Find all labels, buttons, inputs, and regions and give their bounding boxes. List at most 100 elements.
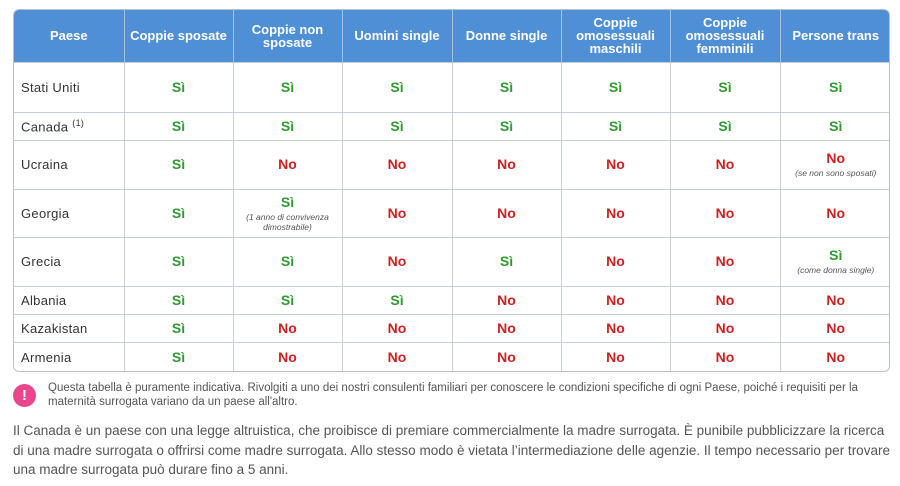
- answer-cell: Sì: [780, 111, 889, 141]
- answer-yes: Sì: [280, 193, 295, 210]
- answer-cell: No: [342, 140, 453, 190]
- country-name: Albania: [21, 292, 67, 308]
- answer-cell: No: [780, 313, 889, 343]
- answer-cell: No: [452, 342, 562, 371]
- table-row: Canada (1) Sì Sì Sì Sì Sì Sì Sì: [14, 111, 889, 141]
- country-name: Ucraina: [21, 157, 68, 173]
- answer-cell: No: [452, 140, 562, 190]
- header-cell: Uomini single: [342, 10, 453, 62]
- answer-no: No: [715, 156, 735, 173]
- answer-no: No: [497, 291, 516, 308]
- answer-cell: No: [561, 188, 671, 238]
- answer-yes: Sì: [608, 118, 623, 135]
- answer-cell: Sì: [233, 285, 343, 315]
- answer-cell: No: [342, 237, 453, 287]
- country-name: Georgia: [21, 205, 70, 221]
- header-cell: Coppie omosessuali femminili: [670, 10, 781, 62]
- table-row: Kazakistan Sì No No No No No No: [14, 313, 889, 343]
- answer-yes: Sì: [171, 253, 186, 270]
- answer-yes: Sì: [171, 118, 186, 135]
- answer-no: No: [387, 253, 407, 270]
- answer-no: No: [497, 156, 516, 173]
- table-body: Stati Uniti Sì Sì Sì Sì Sì Sì Sì Canada (1) Sì Sì S…: [14, 61, 889, 371]
- answer-cell: No: [670, 342, 781, 371]
- answer-cell: No: [780, 285, 889, 315]
- answer-cell: Sì: [124, 237, 234, 287]
- header-cell: Paese: [14, 10, 125, 62]
- answer-no: No: [826, 150, 846, 167]
- surrogacy-table: Paese Coppie sposate Coppie non sposate …: [14, 10, 889, 371]
- answer-yes: Sì: [171, 348, 186, 365]
- answer-yes: Sì: [718, 78, 732, 95]
- answer-cell: No: [561, 285, 671, 315]
- answer-cell: Sì: [342, 61, 453, 113]
- answer-note: (1 anno di convivenza dimostrabile): [246, 211, 329, 232]
- answer-no: No: [715, 204, 735, 221]
- answer-yes: Sì: [171, 204, 186, 221]
- answer-cell: No: [780, 188, 889, 238]
- answer-no: No: [606, 320, 625, 337]
- country-name: Canada: [21, 119, 69, 135]
- answer-cell: No: [561, 342, 671, 371]
- answer-cell: Sì: [452, 111, 562, 141]
- answer-no: No: [497, 204, 516, 221]
- country-name: Grecia: [21, 254, 62, 270]
- header-cell: Coppie omosessuali maschili: [561, 10, 671, 62]
- answer-no: No: [606, 253, 625, 270]
- answer-cell: No: [233, 342, 343, 371]
- answer-no: No: [497, 348, 516, 365]
- answer-cell: No: [670, 313, 781, 343]
- answer-cell: No: [561, 313, 671, 343]
- answer-cell: Sì: [670, 111, 781, 141]
- country-cell: Albania: [14, 285, 125, 315]
- disclaimer-note: ! Questa tabella è puramente indicativa.…: [13, 381, 890, 412]
- answer-yes: Sì: [829, 118, 843, 135]
- table-header-row: Paese Coppie sposate Coppie non sposate …: [14, 10, 889, 62]
- answer-cell: No: [342, 342, 453, 371]
- answer-no: No: [826, 204, 846, 221]
- surrogacy-table-container: Paese Coppie sposate Coppie non sposate …: [13, 9, 890, 372]
- answer-cell: No: [561, 140, 671, 190]
- answer-cell: No: [233, 313, 343, 343]
- country-cell: Georgia: [14, 188, 125, 238]
- answer-cell: Sì: [124, 140, 234, 190]
- answer-cell: No: [452, 188, 562, 238]
- answer-yes: Sì: [608, 78, 623, 95]
- table-row: Ucraina Sì No No No No No No (se non sono sposat…: [14, 140, 889, 190]
- answer-cell: No: [670, 285, 781, 315]
- table-row: Stati Uniti Sì Sì Sì Sì Sì Sì Sì: [14, 61, 889, 113]
- country-name: Stati Uniti: [21, 79, 80, 95]
- country-cell: Kazakistan: [14, 313, 125, 343]
- country-cell: Ucraina: [14, 140, 125, 190]
- answer-cell: Sì: [124, 61, 234, 113]
- answer-no: No: [606, 204, 625, 221]
- country-cell: Armenia: [14, 342, 125, 371]
- answer-yes: Sì: [499, 78, 514, 95]
- answer-cell: Sì: [233, 61, 343, 113]
- answer-no: No: [278, 348, 297, 365]
- answer-cell: Sì: [124, 313, 234, 343]
- canada-note-paragraph: Il Canada è un paese con una legge altru…: [13, 423, 890, 477]
- answer-cell: Sì: [342, 111, 453, 141]
- answer-no: No: [387, 320, 407, 337]
- answer-cell: Sì: [561, 61, 671, 113]
- answer-cell: No: [780, 342, 889, 371]
- answer-yes: Sì: [171, 78, 186, 95]
- country-cell: Grecia: [14, 237, 125, 287]
- answer-no: No: [826, 291, 846, 308]
- answer-cell: Sì: [670, 61, 781, 113]
- exclamation-icon: !: [13, 384, 36, 407]
- header-cell: Donne single: [452, 10, 562, 62]
- answer-yes: Sì: [171, 320, 186, 337]
- answer-no: No: [387, 204, 407, 221]
- answer-cell: No: [670, 140, 781, 190]
- answer-cell: Sì: [233, 237, 343, 287]
- answer-cell: Sì: [124, 342, 234, 371]
- answer-no: No: [606, 348, 625, 365]
- answer-yes: Sì: [280, 291, 295, 308]
- answer-cell: Sì: [452, 61, 562, 113]
- header-cell: Coppie sposate: [124, 10, 234, 62]
- answer-cell: No: [342, 188, 453, 238]
- answer-cell: Sì: [124, 285, 234, 315]
- table-row: Georgia Sì Sì (1 anno di convivenza dimostr…: [14, 188, 889, 238]
